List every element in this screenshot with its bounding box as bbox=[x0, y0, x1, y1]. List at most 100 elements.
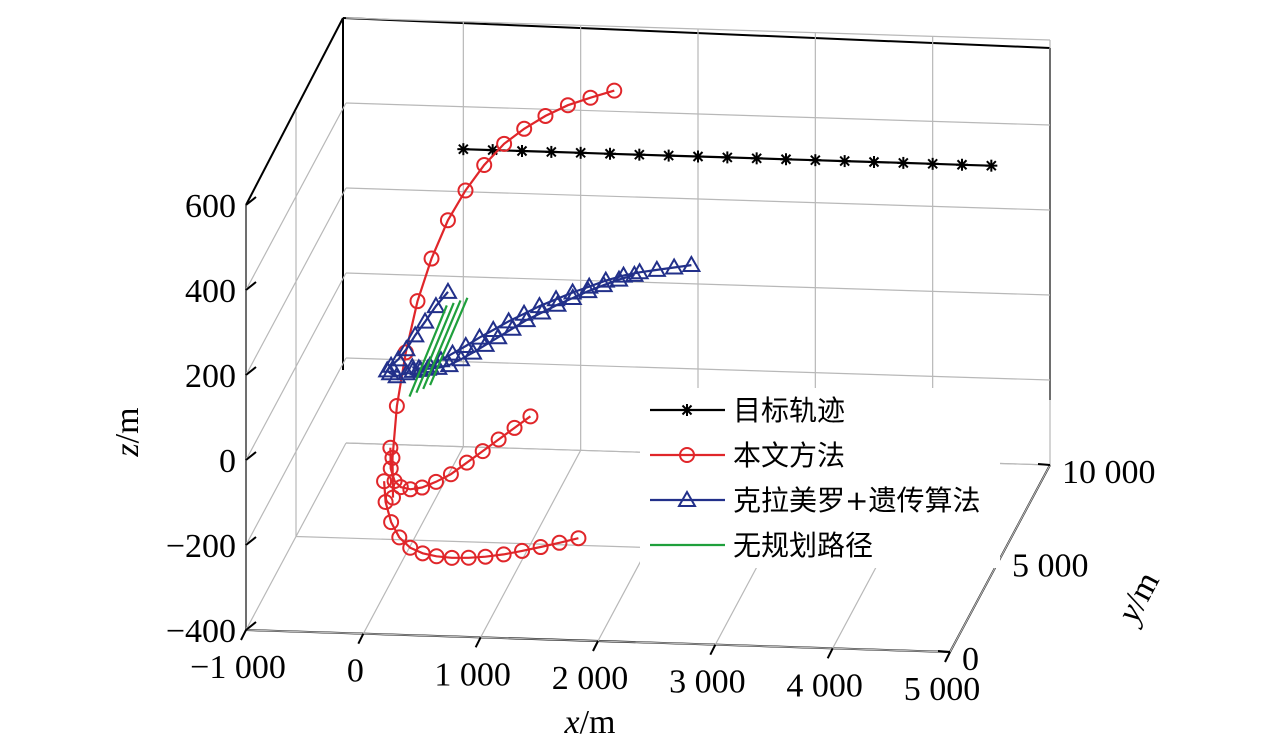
z-tick-1 bbox=[245, 536, 257, 546]
x-axis-title-unit: /m bbox=[580, 704, 616, 741]
series-1-point-10 bbox=[516, 120, 533, 137]
series-1-point-34 bbox=[428, 548, 445, 565]
series-2-point-45 bbox=[629, 262, 650, 280]
series-2-point-48 bbox=[681, 255, 702, 273]
z-tick-label-2: 0 bbox=[219, 443, 236, 480]
y-tick-label-2: 10 000 bbox=[1062, 454, 1156, 491]
series-1-point-15 bbox=[382, 439, 399, 456]
series-0-point-10-d2 bbox=[751, 153, 762, 164]
grid-z-back-4 bbox=[345, 102, 1051, 126]
x-tick-6 bbox=[944, 651, 951, 663]
x-tick-label-4: 3 000 bbox=[669, 664, 746, 701]
series-2-point-34 bbox=[456, 336, 476, 354]
series-1-point-40 bbox=[532, 539, 549, 556]
z-tick-label-5: 600 bbox=[185, 188, 236, 225]
series-1-point-18 bbox=[392, 479, 409, 496]
x-tick-1 bbox=[357, 633, 365, 645]
series-0-point-13 bbox=[838, 155, 851, 168]
series-0 bbox=[457, 143, 998, 172]
series-2-point-24 bbox=[563, 287, 583, 305]
series-2-point-8 bbox=[415, 311, 435, 329]
series-0-point-9-d2 bbox=[722, 152, 733, 163]
z-tick-label-3: 200 bbox=[185, 358, 236, 395]
back-wall-top bbox=[342, 17, 1051, 49]
series-2-point-38 bbox=[514, 303, 534, 321]
series-1-point-22 bbox=[442, 466, 459, 483]
series-2-point-9 bbox=[426, 296, 446, 314]
x-tick-5 bbox=[826, 647, 834, 659]
legend-item-0: 目标轨迹 bbox=[650, 394, 845, 427]
series-2-point-40 bbox=[546, 289, 566, 307]
series-2-point-37 bbox=[498, 311, 519, 329]
legend-label-3: 无规划路径 bbox=[733, 529, 873, 562]
y-tick-label-0: 0 bbox=[962, 641, 979, 678]
series-1-point-2 bbox=[388, 397, 405, 414]
series-layer bbox=[376, 82, 998, 566]
series-3-line-3 bbox=[429, 297, 469, 386]
series-2-point-36 bbox=[483, 319, 503, 337]
x-tick-label-0: −1 000 bbox=[190, 649, 286, 686]
series-0-point-8 bbox=[692, 150, 704, 163]
series-0-point-18-d2 bbox=[986, 160, 997, 171]
series-2-point-39 bbox=[529, 296, 550, 314]
series-2-point-3 bbox=[377, 360, 397, 378]
series-1-point-27 bbox=[522, 408, 539, 425]
series-1-point-39 bbox=[514, 542, 531, 559]
series-0-point-12-d2 bbox=[810, 154, 821, 166]
series-2-line-2 bbox=[412, 264, 692, 372]
z-axis-title: z/m bbox=[109, 407, 146, 457]
series-2-point-6 bbox=[396, 339, 417, 357]
series-2-point-0 bbox=[396, 363, 417, 381]
z-axis-title-unit: /m bbox=[109, 407, 146, 443]
series-0-point-2-d2 bbox=[516, 145, 528, 157]
series-1 bbox=[376, 82, 623, 566]
series-0-point-14-d2 bbox=[868, 156, 880, 168]
x-tick-4 bbox=[709, 644, 717, 656]
legend-background bbox=[640, 388, 1000, 568]
x-axis-title-var: x bbox=[564, 704, 580, 741]
series-2-point-10 bbox=[438, 281, 458, 299]
series-2-point-23 bbox=[547, 294, 568, 312]
series-2-point-7 bbox=[405, 325, 425, 343]
series-1-point-26 bbox=[506, 419, 523, 436]
series-0-point-4 bbox=[574, 146, 587, 159]
y-axis-title: y/m bbox=[1109, 566, 1167, 631]
series-0-point-2 bbox=[516, 145, 528, 157]
series-2-point-1 bbox=[387, 366, 407, 384]
z-tick-label-1: −200 bbox=[166, 528, 236, 565]
z-tick-0 bbox=[245, 621, 257, 631]
series-2-point-47 bbox=[664, 257, 684, 275]
legend-marker-0 bbox=[681, 404, 693, 416]
series-0-point-14 bbox=[868, 156, 880, 168]
series-2-point-41 bbox=[562, 282, 583, 300]
series-0-point-4-d2 bbox=[575, 147, 586, 159]
series-1-line-0 bbox=[391, 89, 615, 498]
series-1-point-12 bbox=[559, 97, 576, 114]
grid-z-back-2 bbox=[345, 272, 1051, 296]
legend-marker-2 bbox=[677, 489, 697, 507]
series-2-point-25 bbox=[578, 281, 598, 299]
series-3-line-2 bbox=[422, 299, 462, 390]
y-tick-label-1: 5 000 bbox=[1012, 548, 1089, 585]
z-tick-label-4: 400 bbox=[185, 273, 236, 310]
series-1-point-4 bbox=[409, 293, 426, 310]
series-1-point-29 bbox=[377, 494, 394, 511]
series-0-point-9 bbox=[721, 151, 734, 164]
series-0-point-8-d2 bbox=[692, 151, 704, 162]
x-tick-label-3: 2 000 bbox=[552, 660, 629, 697]
series-0-point-15 bbox=[897, 156, 910, 169]
series-0-point-6 bbox=[633, 148, 646, 161]
series-3 bbox=[408, 297, 469, 398]
legend-marker-0-d2 bbox=[681, 404, 693, 416]
series-0-point-17-d2 bbox=[956, 159, 968, 170]
x-axis-title: x/m bbox=[564, 704, 616, 741]
series-0-point-5-d2 bbox=[604, 148, 616, 159]
series-0-point-0 bbox=[457, 143, 470, 156]
legend-item-2: 克拉美罗+遗传算法 bbox=[650, 484, 980, 517]
x-tick-2 bbox=[474, 636, 482, 648]
series-1-point-13 bbox=[582, 89, 599, 106]
series-0-point-13-d2 bbox=[839, 155, 850, 167]
series-1-line-1 bbox=[389, 415, 532, 491]
